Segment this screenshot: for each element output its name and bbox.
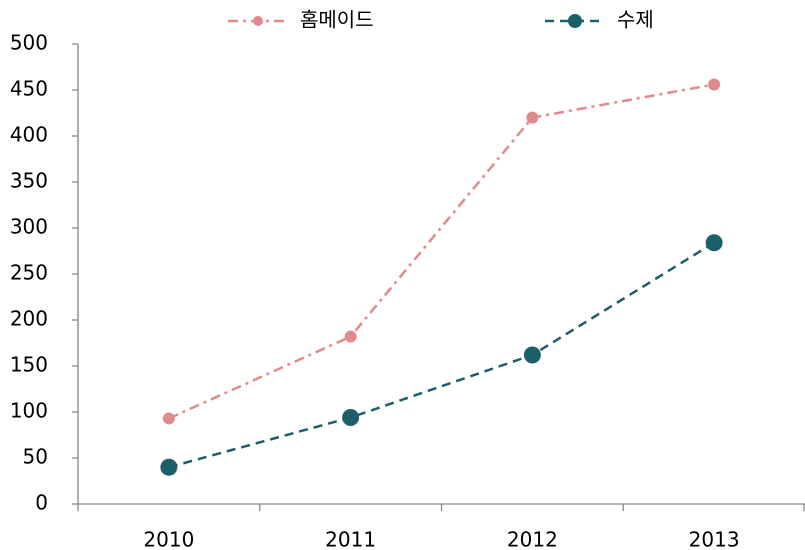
y-tick-label: 300 — [10, 215, 48, 239]
legend-label: 수제 — [617, 8, 654, 32]
data-point — [342, 409, 360, 427]
data-point — [526, 111, 539, 124]
y-tick-label: 400 — [10, 123, 48, 147]
data-point — [162, 412, 175, 425]
y-tick-label: 100 — [10, 399, 48, 423]
x-tick-label: 2010 — [143, 528, 194, 550]
data-point — [160, 458, 178, 476]
series-line — [168, 83, 715, 420]
data-point — [705, 234, 723, 252]
data-point — [523, 346, 541, 364]
y-tick-label: 50 — [23, 445, 48, 469]
x-tick-label: 2012 — [507, 528, 558, 550]
y-tick-label: 250 — [10, 261, 48, 285]
legend-marker — [568, 14, 582, 28]
y-tick-label: 150 — [10, 353, 48, 377]
legend-item: 홈메이드 — [228, 8, 374, 32]
y-tick-label: 450 — [10, 77, 48, 101]
y-tick-label: 350 — [10, 169, 48, 193]
legend-marker — [253, 16, 263, 26]
y-tick-label: 500 — [10, 31, 48, 55]
x-tick-label: 2011 — [325, 528, 376, 550]
series-line — [168, 241, 715, 469]
data-point — [344, 330, 357, 343]
y-tick-label: 200 — [10, 307, 48, 331]
legend-item: 수제 — [545, 8, 654, 32]
legend-label: 홈메이드 — [300, 8, 374, 32]
data-point — [708, 78, 721, 91]
x-tick-label: 2013 — [689, 528, 740, 550]
y-tick-label: 0 — [35, 491, 48, 515]
